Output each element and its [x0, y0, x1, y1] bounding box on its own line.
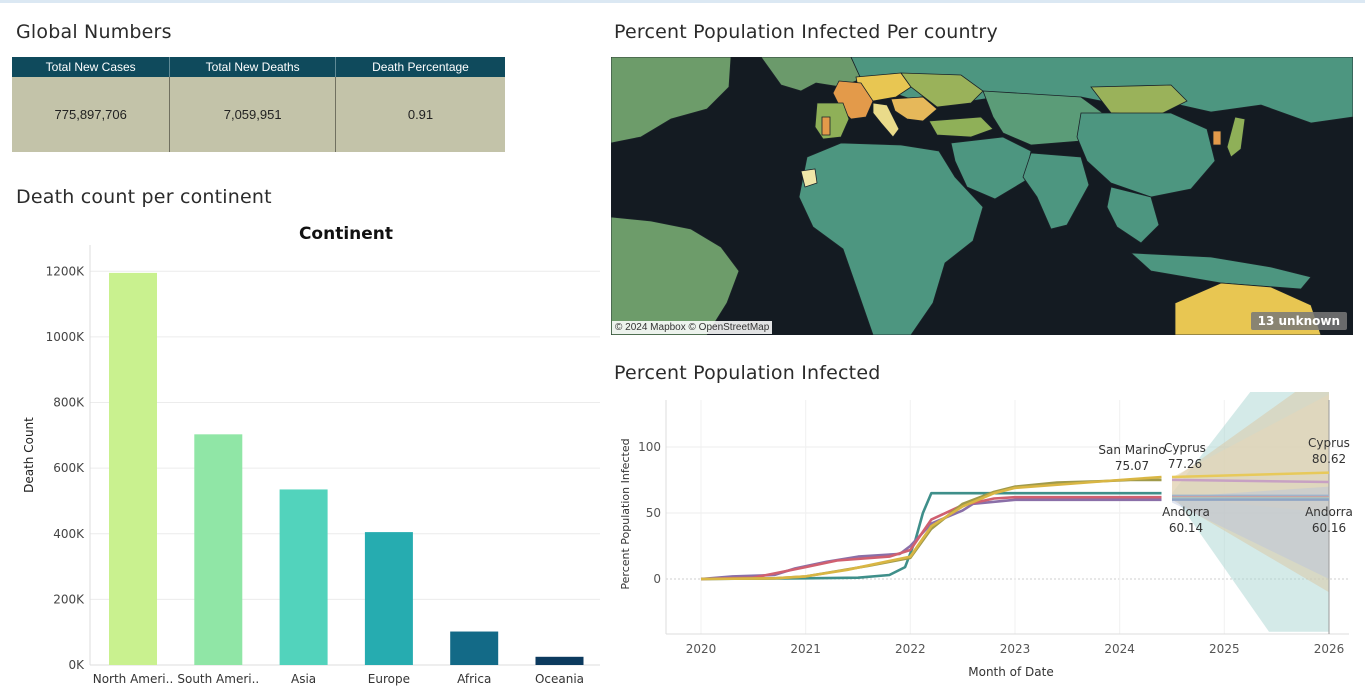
map-region-southeast-asia[interactable]	[1106, 186, 1160, 244]
bar-y-tick-label: 200K	[53, 592, 85, 606]
kpi-header-percentage[interactable]: Death Percentage	[335, 57, 505, 77]
forecast-band-narrow	[1172, 394, 1329, 513]
map-region-africa[interactable]	[798, 142, 984, 335]
line-y-axis-label: Percent Population Infected	[619, 438, 632, 589]
bar-5[interactable]	[535, 656, 584, 665]
bar-chart-title: Continent	[299, 224, 393, 244]
map-region-indonesia[interactable]	[1129, 252, 1312, 290]
annotation-label: Andorra	[1305, 505, 1353, 519]
map-section-title: Percent Population Infected Per country	[614, 21, 998, 43]
line-x-axis-label: Month of Date	[968, 665, 1054, 679]
forecast-line-1	[1171, 478, 1330, 484]
line-x-tick-label: 2024	[1104, 642, 1135, 656]
bar-y-tick-label: 400K	[53, 527, 85, 541]
series-line-2[interactable]	[700, 495, 1162, 581]
bar-category-label: Africa	[457, 672, 491, 686]
map-attribution[interactable]: © 2024 Mapbox © OpenStreetMap	[612, 321, 773, 334]
map-region-middle-east[interactable]	[950, 136, 1032, 200]
map-region-japan[interactable]	[1226, 116, 1246, 158]
kpi-value-percentage[interactable]: 0.91	[335, 77, 505, 152]
annotation-value: 77.26	[1168, 457, 1202, 471]
bar-category-label: Oceania	[535, 672, 584, 686]
bar-y-tick-label: 1000K	[46, 330, 86, 344]
bar-0[interactable]	[109, 272, 157, 665]
top-accent-line	[0, 0, 1365, 3]
line-y-tick-label: 100	[638, 440, 661, 454]
line-x-tick-label: 2022	[895, 642, 926, 656]
map-region-china[interactable]	[1076, 112, 1216, 198]
line-y-tick-label: 50	[646, 506, 661, 520]
series-line-4[interactable]	[700, 475, 1162, 581]
map-region-balkans[interactable]	[890, 96, 938, 122]
map-region-north-america[interactable]	[611, 57, 732, 144]
infected-line-chart: 0 50 100 2020 2021 2022 2023 2024 2025 2026 Percen…	[619, 392, 1353, 679]
bar-category-label: North Ameri..	[93, 672, 174, 686]
forecast-band-low	[1172, 486, 1329, 579]
series-line-1[interactable]	[700, 498, 1162, 581]
annotation-label: Andorra	[1162, 505, 1210, 519]
map-region-portugal[interactable]	[821, 116, 831, 136]
annotation-label: San Marino	[1098, 443, 1165, 457]
map-region-south-america[interactable]	[611, 216, 740, 335]
annotation-value: 80.62	[1312, 452, 1346, 466]
bar-y-tick-label: 800K	[53, 396, 85, 410]
annotation-value: 75.07	[1115, 459, 1149, 473]
annotation-label: Cyprus	[1164, 441, 1206, 455]
continent-section-title: Death count per continent	[16, 186, 272, 208]
bar-y-tick-label: 0K	[68, 658, 85, 672]
forecast-line-0	[1171, 471, 1330, 479]
line-x-tick-label: 2025	[1209, 642, 1240, 656]
bar-category-label: Asia	[291, 672, 316, 686]
global-numbers-title: Global Numbers	[16, 21, 172, 43]
line-x-tick-label: 2026	[1314, 642, 1345, 656]
bar-category-label: South Ameri..	[177, 672, 259, 686]
bar-3[interactable]	[364, 532, 413, 665]
line-x-tick-label: 2021	[790, 642, 821, 656]
map-region-eastern-europe[interactable]	[900, 72, 984, 108]
bar-4[interactable]	[450, 631, 499, 665]
map-region-india[interactable]	[1022, 152, 1090, 230]
kpi-header-deaths[interactable]: Total New Deaths	[169, 57, 336, 77]
line-y-tick-label: 0	[653, 572, 661, 586]
map-canvas[interactable]	[611, 57, 1353, 335]
global-numbers-table: Total New Cases Total New Deaths Death P…	[12, 57, 505, 152]
kpi-value-cases[interactable]: 775,897,706	[12, 77, 171, 152]
continent-bar-chart: Continent 0K 200K 400K 600K 800K 1000K 1200K Dea…	[22, 224, 600, 686]
bar-y-tick-label: 600K	[53, 461, 85, 475]
bar-2[interactable]	[279, 489, 328, 665]
annotation-value: 60.14	[1169, 521, 1203, 535]
map-region-western-sahara[interactable]	[800, 168, 818, 188]
map-region-italy[interactable]	[872, 102, 900, 138]
infected-section-title: Percent Population Infected	[614, 362, 881, 384]
kpi-header-cases[interactable]: Total New Cases	[12, 57, 171, 77]
map-region-mongolia[interactable]	[1090, 84, 1188, 116]
world-map[interactable]: © 2024 Mapbox © OpenStreetMap 13 unknown	[611, 57, 1353, 335]
kpi-value-deaths[interactable]: 7,059,951	[169, 77, 336, 152]
line-x-tick-label: 2020	[686, 642, 717, 656]
bar-y-tick-label: 1200K	[46, 264, 86, 278]
unknown-locations-badge[interactable]: 13 unknown	[1250, 312, 1347, 330]
map-region-turkey[interactable]	[928, 116, 994, 138]
series-line-0[interactable]	[700, 491, 1162, 581]
bar-y-axis-label: Death Count	[22, 417, 36, 493]
line-x-tick-label: 2023	[1000, 642, 1031, 656]
annotation-value: 60.16	[1312, 521, 1346, 535]
bar-category-label: Europe	[368, 672, 410, 686]
map-region-korea[interactable]	[1212, 130, 1222, 146]
bar-1[interactable]	[194, 434, 243, 665]
annotation-label: Cyprus	[1308, 436, 1350, 450]
